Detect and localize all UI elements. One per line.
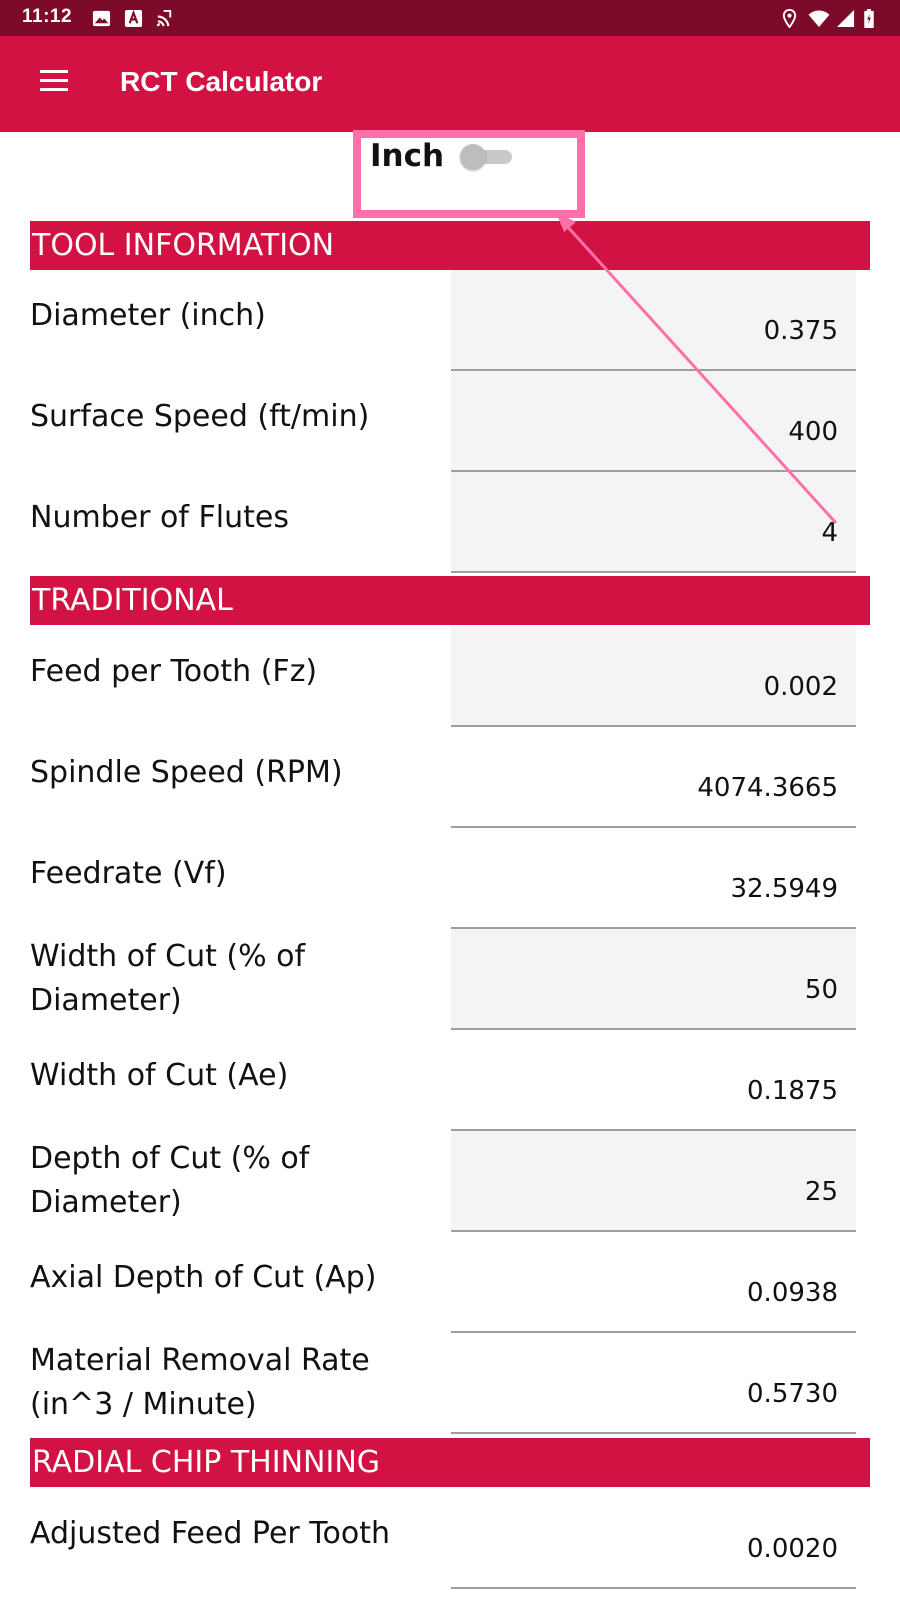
text-a-icon	[124, 9, 143, 28]
row-value: 32.5949	[730, 874, 838, 904]
row-depth-of-cut-percent: Depth of Cut (% of Diameter) 25	[0, 1131, 900, 1232]
axial-depth-of-cut-field: 0.0938	[451, 1232, 856, 1333]
row-feed-per-tooth: Feed per Tooth (Fz) 0.002	[0, 626, 900, 727]
unit-toggle-switch[interactable]	[460, 144, 514, 170]
row-label: Width of Cut (Ae)	[30, 1058, 289, 1093]
app-bar: RCT Calculator	[0, 36, 900, 132]
location-icon	[782, 9, 797, 28]
adjusted-feed-per-tooth-field: 0.0020	[451, 1488, 856, 1589]
status-time: 11:12	[22, 6, 73, 27]
diameter-input[interactable]: 0.375	[451, 270, 856, 371]
row-label: Surface Speed (ft/min)	[30, 399, 370, 434]
feed-per-tooth-input[interactable]: 0.002	[451, 626, 856, 727]
battery-icon	[864, 9, 874, 28]
width-of-cut-ae-field: 0.1875	[451, 1030, 856, 1131]
row-material-removal-rate: Material Removal Rate (in^3 / Minute) 0.…	[0, 1333, 900, 1434]
material-removal-rate-field: 0.5730	[451, 1333, 856, 1434]
hamburger-menu-icon[interactable]	[36, 70, 72, 98]
switch-thumb	[460, 144, 486, 170]
row-label: Spindle Speed (RPM)	[30, 755, 343, 790]
row-label: Depth of Cut (% of Diameter)	[30, 1141, 310, 1220]
row-label: Material Removal Rate (in^3 / Minute)	[30, 1343, 370, 1422]
row-value: 4074.3665	[697, 773, 838, 803]
wifi-icon	[808, 10, 830, 28]
row-value: 0.1875	[747, 1076, 838, 1106]
row-value: 0.375	[763, 316, 838, 346]
row-label: Diameter (inch)	[30, 298, 266, 333]
section-header-radial-chip-thinning: RADIAL CHIP THINNING	[30, 1438, 870, 1487]
row-number-of-flutes: Number of Flutes 4	[0, 472, 900, 573]
signal-icon	[836, 9, 855, 28]
row-diameter: Diameter (inch) 0.375	[0, 270, 900, 371]
app-title: RCT Calculator	[120, 66, 323, 97]
row-value: 50	[804, 975, 838, 1005]
row-value: 0.0938	[747, 1278, 838, 1308]
row-value: 0.5730	[747, 1379, 838, 1409]
row-axial-depth-of-cut: Axial Depth of Cut (Ap) 0.0938	[0, 1232, 900, 1333]
row-feedrate: Feedrate (Vf) 32.5949	[0, 828, 900, 929]
section-header-traditional: TRADITIONAL	[30, 576, 870, 625]
row-label: Axial Depth of Cut (Ap)	[30, 1260, 377, 1295]
row-adjusted-feed-per-tooth: Adjusted Feed Per Tooth 0.0020	[0, 1488, 900, 1589]
spindle-speed-field: 4074.3665	[451, 727, 856, 828]
row-label: Feedrate (Vf)	[30, 856, 227, 891]
row-width-of-cut-percent: Width of Cut (% of Diameter) 50	[0, 929, 900, 1030]
row-width-of-cut-ae: Width of Cut (Ae) 0.1875	[0, 1030, 900, 1131]
row-value: 0.002	[763, 672, 838, 702]
surface-speed-input[interactable]: 400	[451, 371, 856, 472]
row-value: 4	[821, 518, 838, 548]
section-header-tool-information: TOOL INFORMATION	[30, 221, 870, 270]
row-label: Adjusted Feed Per Tooth	[30, 1516, 390, 1551]
row-label: Feed per Tooth (Fz)	[30, 654, 318, 689]
row-label: Number of Flutes	[30, 500, 289, 535]
row-value: 400	[788, 417, 838, 447]
width-of-cut-percent-input[interactable]: 50	[451, 929, 856, 1030]
row-value: 25	[804, 1177, 838, 1207]
feedrate-field: 32.5949	[451, 828, 856, 929]
depth-of-cut-percent-input[interactable]: 25	[451, 1131, 856, 1232]
row-surface-speed: Surface Speed (ft/min) 400	[0, 371, 900, 472]
status-bar: 11:12	[0, 0, 900, 36]
row-value: 0.0020	[747, 1534, 838, 1564]
unit-toggle-label: Inch	[370, 138, 445, 174]
row-spindle-speed: Spindle Speed (RPM) 4074.3665	[0, 727, 900, 828]
image-icon	[92, 10, 111, 27]
cast-icon	[156, 9, 172, 27]
row-label: Width of Cut (% of Diameter)	[30, 939, 306, 1018]
number-of-flutes-input[interactable]: 4	[451, 472, 856, 573]
